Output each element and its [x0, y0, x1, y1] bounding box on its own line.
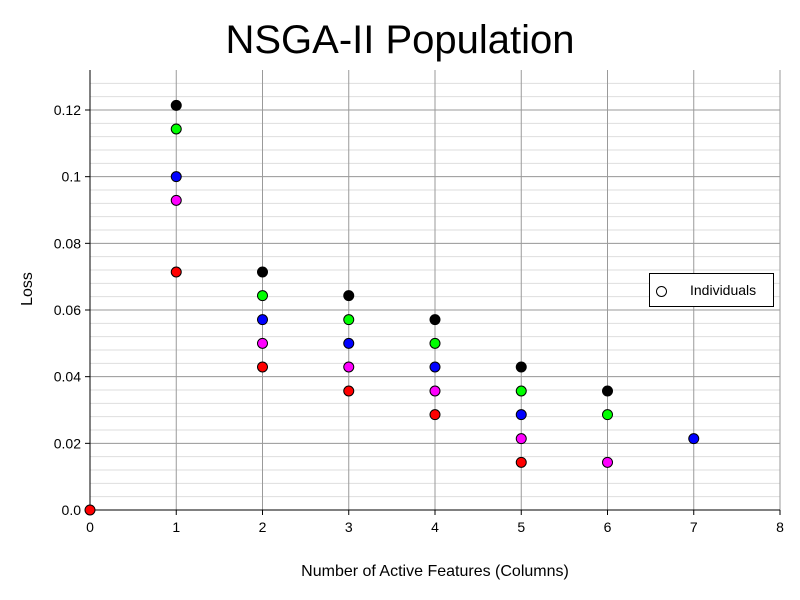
data-point: [257, 290, 268, 302]
x-tick-label: 1: [172, 519, 180, 535]
y-axis-label: Loss: [19, 272, 36, 306]
x-tick-label: 0: [86, 519, 94, 535]
data-point: [170, 123, 182, 135]
data-point: [257, 337, 268, 349]
data-point: [343, 337, 355, 349]
data-point: [170, 266, 182, 278]
data-point: [84, 504, 96, 516]
y-tick-label: 0.04: [54, 369, 81, 385]
y-tick-label: 0.08: [54, 235, 81, 251]
data-point: [343, 361, 355, 373]
tick-marks: [85, 109, 781, 515]
data-point: [170, 194, 182, 206]
data-point: [429, 314, 441, 326]
data-point: [688, 433, 700, 445]
legend: Individuals: [649, 273, 774, 307]
x-tick-label: 6: [604, 519, 612, 535]
data-point: [257, 314, 268, 326]
data-point: [170, 171, 182, 183]
y-tick-label: 0.12: [54, 102, 81, 118]
data-point: [429, 385, 441, 397]
legend-entry-individuals: Individuals: [690, 282, 757, 298]
x-tick-labels: 0 1 2 3 4 5 6 7 8: [86, 519, 784, 535]
data-point: [515, 409, 527, 421]
y-tick-label: 0.02: [54, 435, 81, 451]
data-point: [343, 385, 355, 397]
y-tick-label: 0.1: [62, 169, 82, 185]
data-point: [515, 433, 527, 445]
data-point: [170, 99, 182, 111]
data-point: [515, 385, 527, 397]
chart-title: NSGA-II Population: [225, 18, 575, 62]
data-point: [515, 361, 527, 373]
data-point: [343, 290, 355, 302]
data-point: [257, 361, 268, 373]
data-point: [602, 385, 613, 397]
x-tick-label: 3: [345, 519, 353, 535]
x-tick-label: 5: [517, 519, 525, 535]
data-point: [602, 409, 613, 421]
data-point: [343, 314, 355, 326]
x-tick-label: 2: [259, 519, 267, 535]
data-point: [429, 361, 441, 373]
y-tick-label: 0.0: [62, 502, 82, 518]
x-tick-label: 4: [431, 519, 439, 535]
y-tick-labels: 0.0 0.02 0.04 0.06 0.08 0.1 0.12: [54, 102, 81, 518]
data-point: [515, 456, 527, 468]
data-point: [429, 337, 441, 349]
legend-marker-icon: [656, 286, 667, 297]
y-tick-label: 0.06: [54, 302, 81, 318]
data-point: [602, 456, 613, 468]
x-tick-label: 8: [776, 519, 784, 535]
x-axis-label: Number of Active Features (Columns): [301, 563, 569, 580]
data-point: [257, 266, 268, 278]
data-points: [84, 99, 700, 516]
data-point: [429, 409, 441, 421]
x-tick-label: 7: [690, 519, 698, 535]
